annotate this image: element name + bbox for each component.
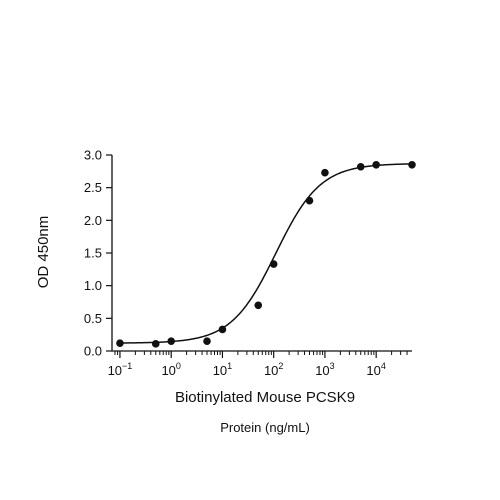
x-tick-label: 100 [161, 361, 180, 378]
x-tick-exponent: 4 [381, 361, 386, 371]
axes [106, 154, 412, 358]
y-tick-label: 1.5 [84, 246, 102, 261]
x-axis-title: Biotinylated Mouse PCSK9 [175, 389, 355, 406]
data-point [151, 340, 160, 348]
data-points [116, 161, 416, 348]
x-tick-base: 10 [161, 363, 175, 378]
data-point [254, 301, 263, 310]
data-point [218, 325, 227, 334]
data-point [372, 161, 380, 169]
x-tick-label: 104 [366, 361, 385, 378]
y-tick-label: 2.5 [84, 180, 102, 195]
fit-curve [119, 163, 413, 344]
data-point [269, 260, 278, 268]
x-tick-base: 10 [366, 363, 380, 378]
data-point [356, 162, 365, 171]
x-tick-label: 10−1 [108, 361, 133, 378]
data-point [203, 337, 211, 346]
y-tick-label: 0.5 [84, 311, 102, 326]
x-tick-exponent: 0 [176, 361, 181, 371]
data-point [167, 337, 175, 346]
x-tick-label: 103 [315, 361, 334, 378]
y-axis-title: OD 450nm [35, 216, 52, 289]
y-tick-label: 2.0 [84, 213, 102, 228]
data-point [321, 168, 329, 177]
x-tick-exponent: 2 [278, 361, 283, 371]
x-tick-base: 10 [315, 363, 329, 378]
y-tick-label: 3.0 [84, 148, 102, 163]
x-tick-base: 10 [264, 363, 278, 378]
x-tick-base: 10 [108, 363, 122, 378]
data-point [116, 339, 124, 347]
x-tick-exponent: −1 [122, 361, 132, 371]
x-tick-exponent: 3 [330, 361, 335, 371]
fit-curve-layer [119, 163, 413, 344]
tick-labels: 0.00.51.01.52.02.53.010−1 100 101 102 103 104 [84, 148, 386, 379]
data-point [408, 161, 416, 169]
x-tick-label: 102 [264, 361, 283, 378]
x-tick-exponent: 1 [227, 361, 232, 371]
x-tick-label: 101 [213, 361, 232, 378]
y-tick-label: 1.0 [84, 278, 102, 293]
x-axis-subtitle: Protein (ng/mL) [220, 420, 310, 435]
y-tick-label: 0.0 [84, 344, 102, 359]
x-tick-base: 10 [213, 363, 227, 378]
data-point [305, 196, 314, 205]
